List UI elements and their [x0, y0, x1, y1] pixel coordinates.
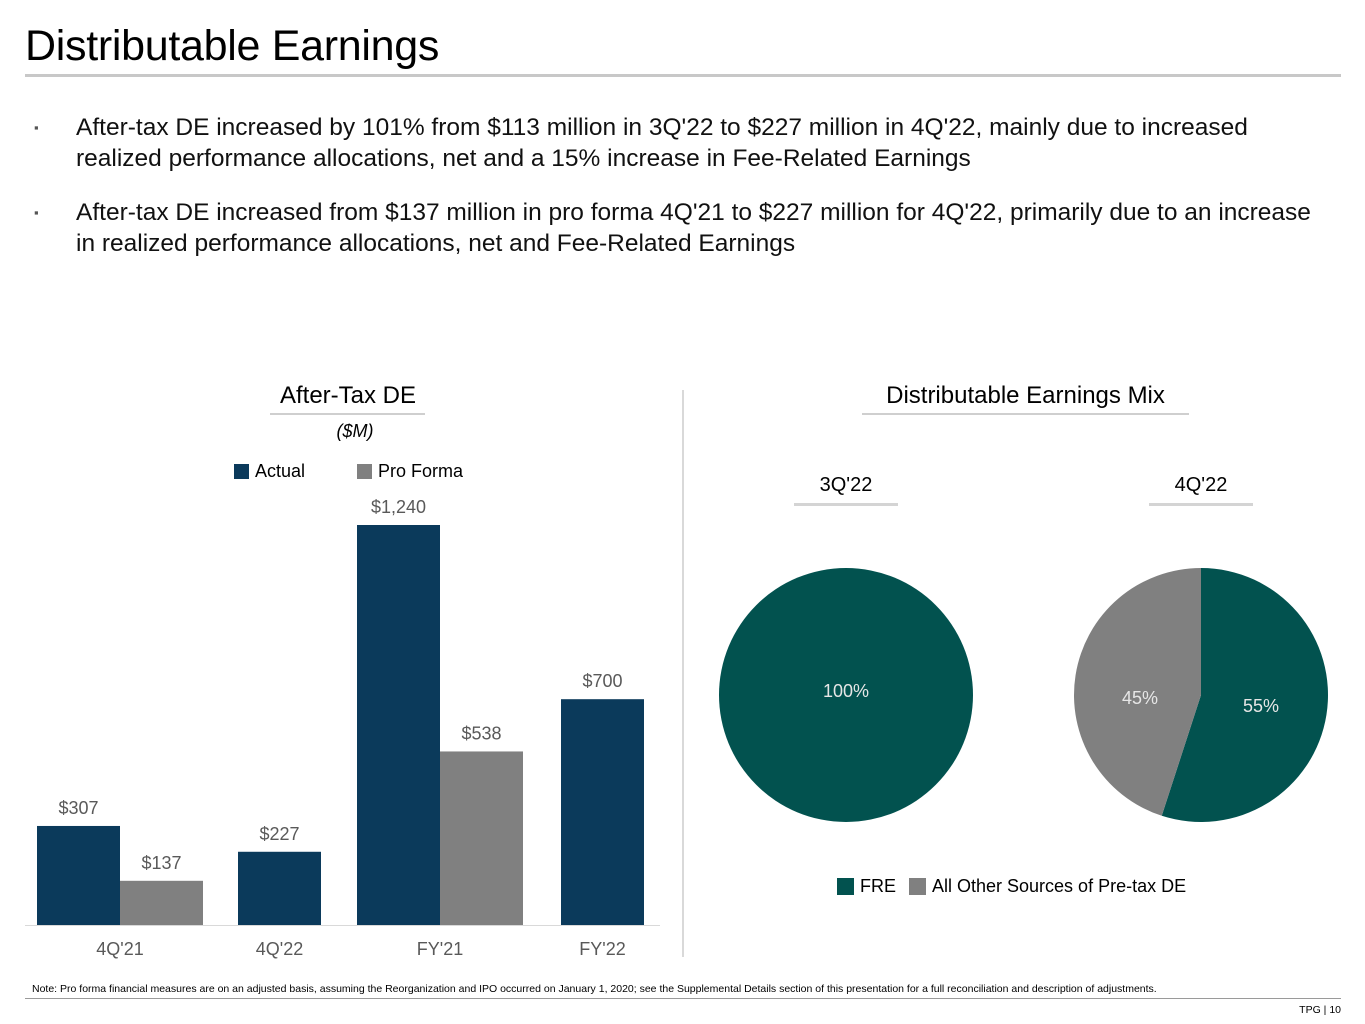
- pie-data-label: 45%: [1122, 688, 1158, 708]
- legend-swatch-other: [909, 878, 926, 895]
- x-tick-label: 4Q'21: [96, 939, 143, 959]
- bar-chart: $307 $137 4Q'21 $227 4Q'22 $1,240 $538 FY'21 $70…: [25, 497, 660, 959]
- bar-chart-title-underline: [270, 413, 425, 415]
- legend-swatch-fre: [837, 878, 854, 895]
- legend-label-actual: Actual: [255, 461, 306, 481]
- bar-data-label: $137: [141, 853, 181, 873]
- bar-data-label: $307: [58, 798, 98, 818]
- bullet-list: ▪ After-tax DE increased by 101% from $1…: [30, 112, 1330, 282]
- bullet-marker: ▪: [34, 205, 39, 220]
- bullet-text: After-tax DE increased from $137 million…: [76, 199, 1311, 257]
- bar-actual: [357, 525, 440, 925]
- bullet-marker: ▪: [34, 120, 39, 135]
- bullet-text: After-tax DE increased by 101% from $113…: [76, 114, 1248, 172]
- bar-pro-forma: [120, 880, 203, 925]
- pie-legend-fre: FRE: [837, 876, 896, 897]
- pie-data-label: 100%: [823, 681, 869, 701]
- footnote-divider: [25, 998, 1341, 999]
- footnote: Note: Pro forma financial measures are o…: [32, 983, 1157, 995]
- section-divider: [682, 390, 684, 957]
- pie-data-label: 55%: [1243, 696, 1279, 716]
- bar-pro-forma: [440, 751, 523, 925]
- pie-slice-all-other-sources-of-pre-tax-de: [1074, 568, 1201, 816]
- bar-data-label: $227: [259, 824, 299, 844]
- bar-actual: [238, 851, 321, 925]
- pie-chart-4q22: 55% 45%: [1074, 568, 1328, 822]
- pie-chart-3q22: 100%: [719, 568, 973, 822]
- bar-data-label: $700: [582, 671, 622, 691]
- pie-title-3q22-underline: [794, 503, 898, 506]
- page-number: TPG | 10: [1299, 1004, 1341, 1016]
- title-divider: [25, 74, 1341, 77]
- pie-slice-fre: [1161, 568, 1328, 822]
- legend-label-other: All Other Sources of Pre-tax DE: [932, 876, 1187, 896]
- legend-swatch-pro-forma: [357, 464, 372, 479]
- bullet-item: ▪ After-tax DE increased from $137 milli…: [30, 197, 1330, 259]
- x-tick-label: 4Q'22: [256, 939, 303, 959]
- pie-title-4q22-underline: [1149, 503, 1253, 506]
- pie-title-3q22: 3Q'22: [819, 474, 873, 496]
- legend-swatch-actual: [234, 464, 249, 479]
- bar-actual: [37, 825, 120, 925]
- bar-chart-units: ($M): [336, 421, 374, 441]
- bar-data-label: $538: [461, 723, 501, 743]
- bullet-item: ▪ After-tax DE increased by 101% from $1…: [30, 112, 1330, 174]
- legend-label-fre: FRE: [860, 876, 896, 896]
- bar-actual: [561, 699, 644, 925]
- pie-title-4q22: 4Q'22: [1174, 474, 1228, 496]
- x-tick-label: FY'22: [579, 939, 625, 959]
- bar-legend-actual: Actual: [234, 461, 305, 482]
- bar-legend-pro-forma: Pro Forma: [357, 461, 463, 482]
- pie-section-title: Distributable Earnings Mix: [886, 382, 1165, 409]
- pie-legend-other: All Other Sources of Pre-tax DE: [909, 876, 1186, 897]
- x-tick-label: FY'21: [417, 939, 463, 959]
- legend-label-pro-forma: Pro Forma: [378, 461, 464, 481]
- bar-chart-title: After-Tax DE: [279, 382, 417, 409]
- pie-slice-fre: [719, 568, 973, 822]
- page-title: Distributable Earnings: [25, 22, 440, 70]
- bar-data-label: $1,240: [371, 497, 426, 517]
- pie-section-title-underline: [862, 413, 1189, 415]
